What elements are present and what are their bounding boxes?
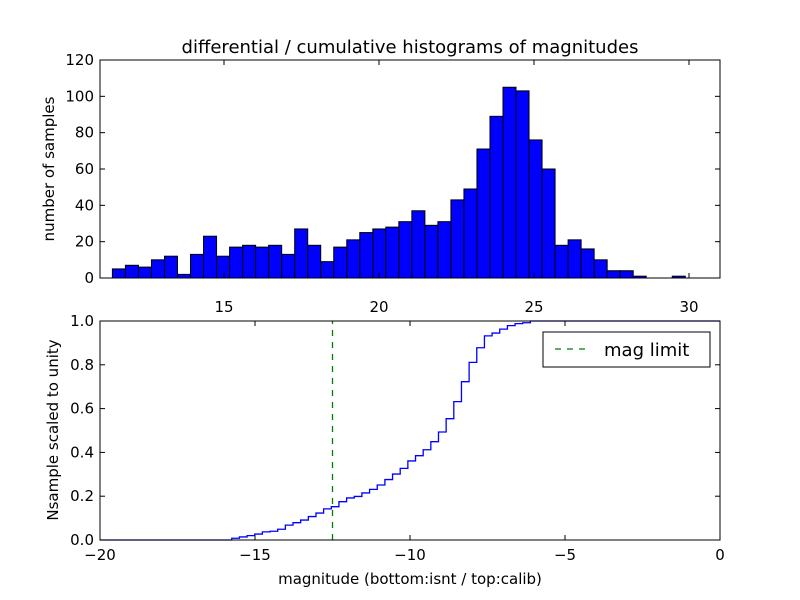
bottom-y-axis-label: Nsample scaled to unity (44, 339, 62, 520)
histogram-bar (476, 148, 491, 279)
y-tick-label: 120 (65, 51, 94, 69)
histogram-bar (281, 253, 296, 279)
histogram-bar (372, 228, 387, 279)
histogram-bar (424, 224, 439, 279)
y-tick-label: 0.6 (70, 400, 94, 418)
histogram-bar (554, 244, 569, 279)
histogram-bar (124, 264, 139, 279)
top-histogram-axes: 15 20 25 30 0 20 40 60 80 100 120 (65, 51, 721, 316)
histogram-bar (333, 246, 348, 279)
legend: mag limit (542, 331, 711, 368)
x-tick-label: 0 (715, 546, 725, 564)
histogram-bar (463, 188, 478, 279)
histogram-bar (619, 270, 634, 279)
y-tick-label: 100 (65, 87, 94, 105)
x-tick-label: −15 (239, 546, 271, 564)
histogram-bar (320, 261, 335, 279)
histogram-bar (294, 228, 309, 279)
histogram-bar (177, 273, 192, 279)
histogram-bar (593, 259, 608, 279)
histogram-bar (515, 90, 530, 279)
histogram-bar (163, 255, 178, 279)
histogram-bar (150, 259, 165, 279)
histogram-bar (541, 168, 556, 279)
top-y-axis-label: number of samples (40, 96, 58, 241)
legend-box (542, 331, 711, 368)
bottom-x-axis-label: magnitude (bottom:isnt / top:calib) (278, 570, 542, 588)
y-tick-label: 0.0 (70, 531, 94, 549)
x-tick-label: 15 (214, 298, 233, 316)
histogram-bar (411, 210, 426, 279)
y-tick-label: 80 (75, 124, 94, 142)
histogram-bar (359, 232, 374, 279)
bottom-cumulative-axes: −20 −15 −10 −5 0 0.0 0.2 0.4 0.6 0.8 1.0 (70, 312, 725, 564)
legend-label: mag limit (604, 340, 689, 361)
histogram-bar (580, 248, 595, 279)
y-tick-label: 0.8 (70, 356, 94, 374)
x-tick-label: −5 (554, 546, 576, 564)
histogram-bar (437, 221, 452, 279)
histogram-bar (229, 246, 244, 279)
histogram-bar (528, 139, 543, 279)
y-tick-label: 1.0 (70, 312, 94, 330)
x-tick-label: −20 (84, 546, 116, 564)
histogram-bar (567, 239, 582, 279)
y-tick-label: 40 (75, 196, 94, 214)
histogram-bar (190, 253, 205, 279)
histogram-bar (502, 86, 517, 279)
y-tick-label: 20 (75, 233, 94, 251)
histogram-bar (111, 268, 126, 279)
x-tick-label: 25 (524, 298, 543, 316)
histogram-bar (137, 266, 152, 279)
y-tick-label: 0.2 (70, 487, 94, 505)
histogram-bar (346, 239, 361, 279)
cumulative-step-line (100, 320, 720, 541)
chart-title: differential / cumulative histograms of … (182, 37, 639, 58)
histogram-bar (268, 244, 283, 279)
histogram-bar (606, 270, 621, 279)
histogram-bar (450, 199, 465, 279)
histogram-bar (385, 226, 400, 279)
x-tick-label: 20 (369, 298, 388, 316)
y-tick-label: 0 (84, 269, 94, 287)
histogram-bar (307, 244, 322, 279)
histogram-bar (242, 244, 257, 279)
histogram-bar (203, 235, 218, 279)
histogram-bar (489, 115, 504, 279)
y-tick-label: 60 (75, 160, 94, 178)
x-tick-label: 30 (679, 298, 698, 316)
y-tick-label: 0.4 (70, 443, 94, 461)
histogram-bar (398, 221, 413, 279)
histogram-bar (216, 255, 231, 279)
x-tick-label: −10 (394, 546, 426, 564)
histogram-bar (255, 246, 270, 279)
